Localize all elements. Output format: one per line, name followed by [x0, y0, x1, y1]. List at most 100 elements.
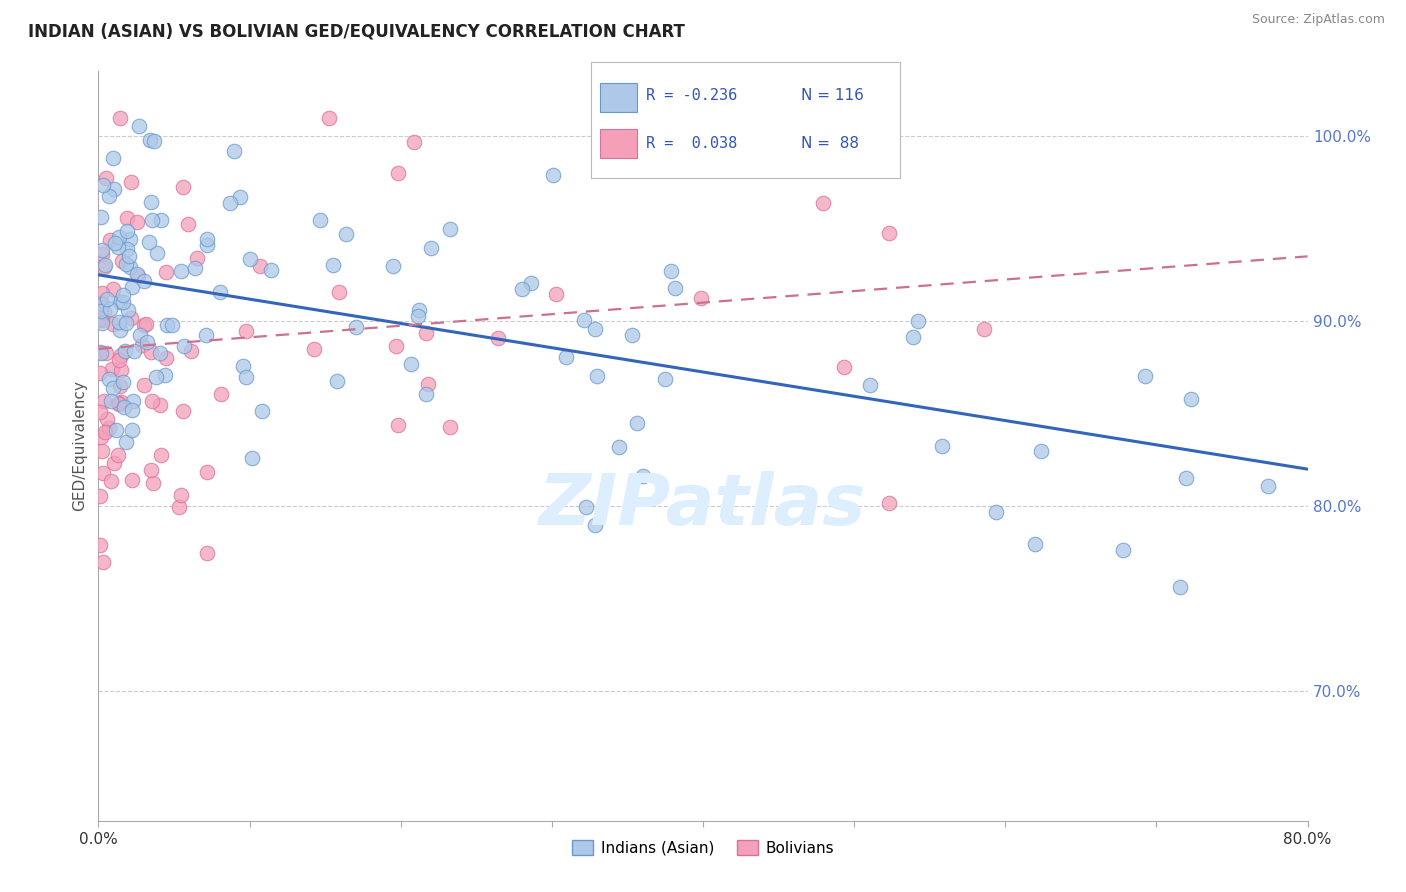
Point [101, 361, 124, 376]
Point [439, 420, 461, 434]
Point [142, 476, 165, 491]
Point [111, 253, 134, 268]
Point [96, 292, 118, 306]
Point [118, 249, 141, 263]
Point [135, 317, 157, 331]
Point [172, 180, 194, 194]
Point [114, 257, 136, 271]
Point [145, 370, 167, 384]
Point [145, 246, 167, 260]
Point [167, 500, 190, 514]
Point [1111, 542, 1133, 557]
Point [89, 311, 111, 326]
Point [98, 372, 121, 386]
Point [309, 213, 332, 227]
Point [132, 378, 155, 392]
Point [96, 411, 118, 425]
Point [156, 318, 179, 332]
Point [112, 400, 135, 414]
Point [131, 338, 153, 352]
Point [141, 463, 163, 477]
Point [1168, 580, 1191, 594]
Point [543, 169, 565, 183]
Point [89, 312, 111, 326]
Point [94, 258, 117, 272]
Point [387, 418, 409, 433]
Point [139, 133, 162, 147]
Point [520, 276, 543, 290]
Point [232, 359, 254, 373]
Point [585, 517, 607, 532]
Point [91, 555, 114, 569]
Point [399, 358, 422, 372]
Point [402, 136, 425, 150]
Point [128, 120, 150, 134]
Point [1024, 537, 1046, 551]
Point [260, 262, 283, 277]
Point [93, 305, 115, 319]
Text: N =  88: N = 88 [801, 136, 859, 151]
Point [94, 346, 117, 360]
Point [143, 134, 166, 148]
Point [117, 302, 139, 317]
Point [659, 264, 682, 278]
Point [859, 378, 882, 392]
Point [112, 295, 135, 310]
Point [326, 374, 349, 388]
Point [108, 379, 131, 393]
Point [91, 178, 114, 192]
Point [91, 466, 114, 480]
Point [415, 326, 437, 340]
Point [115, 242, 138, 256]
Point [127, 268, 149, 283]
Point [89, 489, 111, 503]
Point [385, 339, 408, 353]
Point [654, 372, 676, 386]
Point [97, 189, 120, 203]
Point [209, 387, 232, 401]
Point [121, 473, 143, 487]
Point [141, 213, 163, 227]
Text: INDIAN (ASIAN) VS BOLIVIAN GED/EQUIVALENCY CORRELATION CHART: INDIAN (ASIAN) VS BOLIVIAN GED/EQUIVALEN… [28, 22, 685, 40]
Point [155, 351, 177, 365]
Point [1257, 479, 1279, 493]
Point [626, 416, 648, 430]
Point [100, 394, 122, 409]
Point [114, 434, 136, 449]
Point [121, 402, 143, 417]
Point [107, 397, 129, 411]
Point [108, 230, 131, 244]
Point [108, 322, 131, 336]
Point [208, 285, 231, 300]
Point [328, 285, 350, 300]
Point [108, 314, 131, 328]
Point [120, 311, 142, 326]
Point [335, 227, 357, 242]
Point [115, 317, 138, 331]
Point [197, 238, 219, 252]
Point [139, 344, 162, 359]
Point [1175, 471, 1198, 485]
Point [195, 546, 218, 560]
Point [194, 327, 217, 342]
Point [117, 224, 139, 238]
Point [416, 377, 439, 392]
Point [90, 211, 112, 225]
Point [903, 330, 925, 344]
Point [110, 362, 132, 376]
Point [125, 267, 148, 281]
Point [172, 404, 194, 418]
Point [322, 259, 344, 273]
Point [406, 309, 429, 323]
Point [1180, 392, 1202, 407]
Point [121, 279, 143, 293]
Point [633, 468, 655, 483]
Point [111, 376, 134, 390]
Point [149, 398, 172, 412]
Point [170, 488, 193, 502]
Point [121, 423, 143, 437]
Point [98, 302, 121, 317]
Point [90, 345, 112, 359]
Bar [600, 129, 637, 158]
Text: ZIPatlas: ZIPatlas [540, 472, 866, 541]
